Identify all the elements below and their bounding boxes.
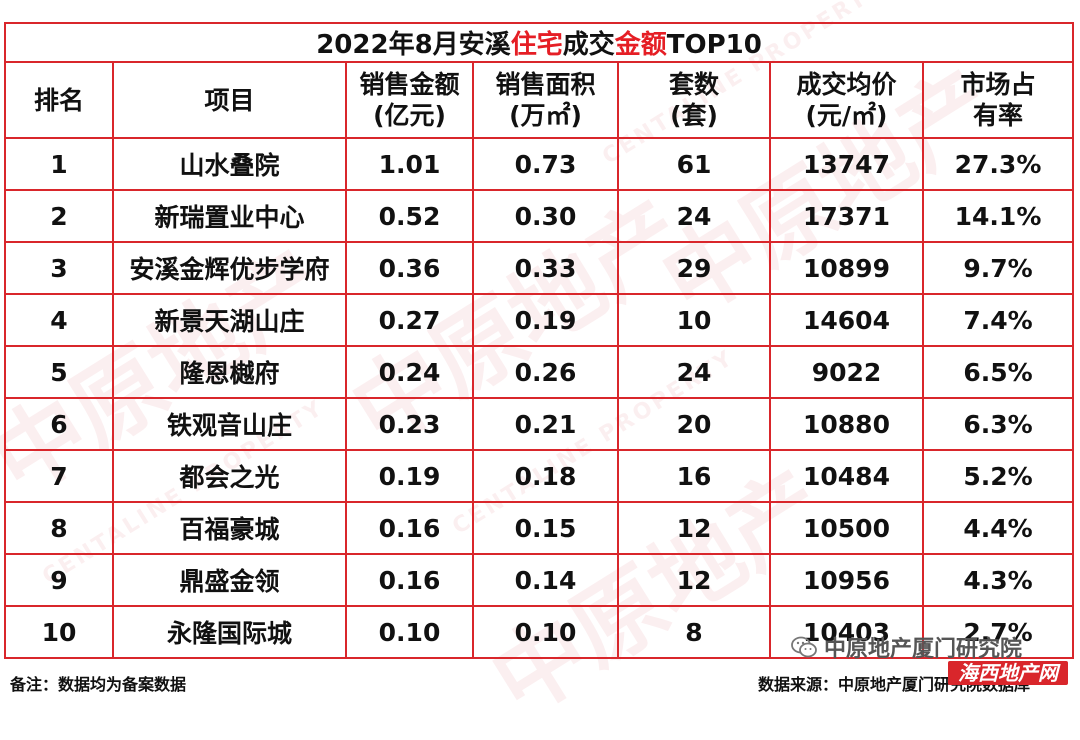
- cell-rank: 5: [4, 345, 114, 399]
- cell-amount: 0.27: [345, 293, 474, 347]
- cell-rank: 2: [4, 189, 114, 243]
- header-project: 项目: [112, 61, 347, 139]
- brand-name: 中原地产厦门研究院: [824, 637, 1023, 662]
- cell-share: 6.3%: [921, 397, 1075, 451]
- cell-rank: 1: [4, 137, 114, 191]
- cell-project: 安溪金辉优步学府: [112, 241, 347, 295]
- cell-amount: 0.10: [345, 605, 474, 659]
- table-title: 2022年8月安溪住宅成交金额TOP10: [3, 22, 1075, 63]
- cell-amount: 0.19: [345, 449, 474, 503]
- cell-area: 0.33: [472, 241, 619, 295]
- cell-price: 14604: [769, 293, 924, 347]
- cell-rank: 7: [4, 449, 114, 503]
- cell-rank: 4: [4, 293, 114, 347]
- cell-amount: 0.36: [345, 241, 474, 295]
- header-row: 排名 项目 销售金额 (亿元) 销售面积 (万㎡) 套数 (套) 成交均价 (元/㎡) …: [4, 61, 1075, 139]
- title-highlight-amount: 金额: [614, 30, 667, 60]
- header-rank: 排名: [4, 61, 114, 139]
- table-row: 8 百福豪城 0.16 0.15 12 10500 4.4%: [4, 501, 1075, 555]
- table-row: 2 新瑞置业中心 0.52 0.30 24 17371 14.1%: [4, 189, 1075, 243]
- cell-price: 9022: [769, 345, 924, 399]
- cell-rank: 8: [4, 501, 114, 555]
- cell-area: 0.19: [472, 293, 619, 347]
- table-row: 5 隆恩樾府 0.24 0.26 24 9022 6.5%: [4, 345, 1075, 399]
- title-text: 2022年8月安溪: [316, 30, 511, 60]
- cell-area: 0.10: [472, 605, 619, 659]
- cell-rank: 10: [4, 605, 114, 659]
- cell-area: 0.26: [472, 345, 619, 399]
- cell-units: 16: [617, 449, 771, 503]
- cell-share: 9.7%: [921, 241, 1075, 295]
- cell-project: 都会之光: [112, 449, 347, 503]
- cell-area: 0.21: [472, 397, 619, 451]
- cell-share: 27.3%: [921, 137, 1075, 191]
- wechat-icon: [791, 636, 817, 658]
- cell-share: 4.3%: [921, 553, 1075, 607]
- cell-area: 0.14: [472, 553, 619, 607]
- cell-price: 10500: [769, 501, 924, 555]
- cell-share: 4.4%: [921, 501, 1075, 555]
- cell-project: 新景天湖山庄: [112, 293, 347, 347]
- cell-price: 10956: [769, 553, 924, 607]
- cell-share: 5.2%: [921, 449, 1075, 503]
- cell-units: 24: [617, 189, 771, 243]
- cell-amount: 0.52: [345, 189, 474, 243]
- table-row: 6 铁观音山庄 0.23 0.21 20 10880 6.3%: [4, 397, 1075, 451]
- cell-price: 10880: [769, 397, 924, 451]
- ranking-table: 2022年8月安溪住宅成交金额TOP10 排名 项目 销售金额 (亿元) 销售面积…: [3, 22, 1075, 659]
- cell-units: 24: [617, 345, 771, 399]
- table-row: 7 都会之光 0.19 0.18 16 10484 5.2%: [4, 449, 1075, 503]
- cell-units: 29: [617, 241, 771, 295]
- brand-account: 中原地产厦门研究院: [790, 631, 1022, 663]
- cell-amount: 0.24: [345, 345, 474, 399]
- cell-rank: 6: [4, 397, 114, 451]
- header-sales-amount: 销售金额 (亿元): [345, 61, 474, 139]
- header-market-share: 市场占 有率: [921, 61, 1075, 139]
- footer-note: 备注：数据均为备案数据: [10, 675, 187, 694]
- cell-price: 10899: [769, 241, 924, 295]
- cell-area: 0.15: [472, 501, 619, 555]
- cell-amount: 0.16: [345, 553, 474, 607]
- cell-price: 17371: [769, 189, 924, 243]
- table-row: 10 永隆国际城 0.10 0.10 8 10403 2.7%: [4, 605, 1075, 659]
- cell-project: 鼎盛金领: [112, 553, 347, 607]
- site-stamp: 海西地产网: [948, 661, 1068, 685]
- cell-units: 12: [617, 553, 771, 607]
- cell-units: 61: [617, 137, 771, 191]
- cell-units: 8: [617, 605, 771, 659]
- cell-units: 10: [617, 293, 771, 347]
- cell-price: 10484: [769, 449, 924, 503]
- cell-amount: 0.16: [345, 501, 474, 555]
- cell-price: 13747: [769, 137, 924, 191]
- cell-area: 0.30: [472, 189, 619, 243]
- cell-share: 6.5%: [921, 345, 1075, 399]
- cell-project: 新瑞置业中心: [112, 189, 347, 243]
- header-units: 套数 (套): [617, 61, 771, 139]
- cell-share: 2.7%: [921, 605, 1075, 659]
- table-row: 4 新景天湖山庄 0.27 0.19 10 14604 7.4%: [4, 293, 1075, 347]
- table-row: 1 山水叠院 1.01 0.73 61 13747 27.3%: [4, 137, 1075, 191]
- cell-units: 12: [617, 501, 771, 555]
- cell-project: 山水叠院: [112, 137, 347, 191]
- cell-units: 20: [617, 397, 771, 451]
- header-sales-area: 销售面积 (万㎡): [472, 61, 619, 139]
- cell-area: 0.18: [472, 449, 619, 503]
- cell-area: 0.73: [472, 137, 619, 191]
- cell-rank: 9: [4, 553, 114, 607]
- table-row: 3 安溪金辉优步学府 0.36 0.33 29 10899 9.7%: [4, 241, 1075, 295]
- title-text: 成交: [562, 30, 615, 60]
- title-text: TOP10: [666, 30, 762, 60]
- cell-project: 永隆国际城: [112, 605, 347, 659]
- table-row: 9 鼎盛金领 0.16 0.14 12 10956 4.3%: [4, 553, 1075, 607]
- cell-project: 铁观音山庄: [112, 397, 347, 451]
- cell-project: 百福豪城: [112, 501, 347, 555]
- title-highlight-residential: 住宅: [510, 30, 563, 60]
- cell-amount: 1.01: [345, 137, 474, 191]
- header-avg-price: 成交均价 (元/㎡): [769, 61, 924, 139]
- cell-project: 隆恩樾府: [112, 345, 347, 399]
- cell-rank: 3: [4, 241, 114, 295]
- cell-amount: 0.23: [345, 397, 474, 451]
- cell-share: 14.1%: [921, 189, 1075, 243]
- cell-share: 7.4%: [921, 293, 1075, 347]
